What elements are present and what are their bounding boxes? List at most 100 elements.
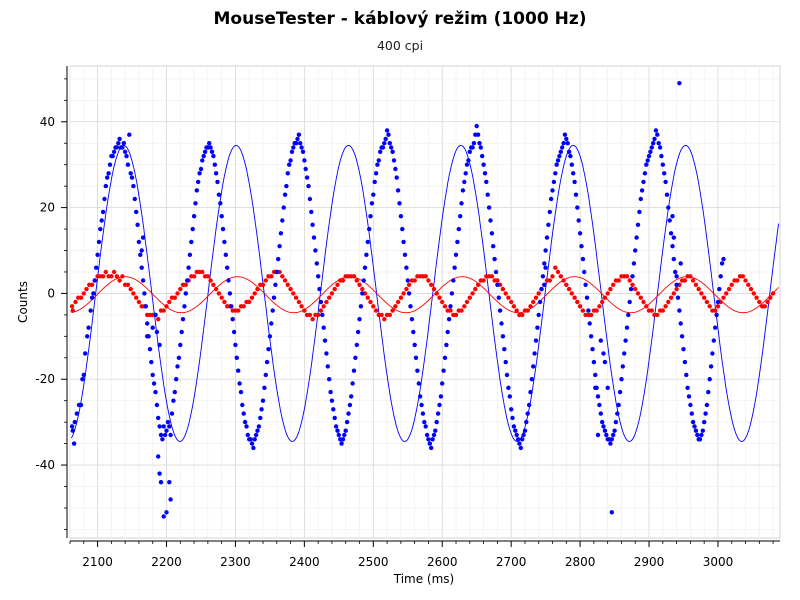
data-point-x — [543, 248, 548, 253]
major-gridlines — [70, 66, 780, 538]
data-point-x — [174, 377, 179, 382]
data-point-x — [310, 222, 315, 227]
data-point-x — [699, 432, 704, 438]
data-point-y — [633, 286, 638, 292]
data-point-x — [442, 355, 448, 360]
data-point-x — [267, 334, 273, 339]
data-point-x — [354, 342, 359, 348]
data-point-y — [627, 278, 632, 283]
data-point-y — [340, 278, 346, 283]
data-point-x — [586, 308, 591, 313]
data-point-y — [70, 308, 76, 313]
data-point-x — [263, 372, 268, 378]
data-point-x — [360, 291, 365, 296]
data-point-y — [431, 286, 437, 292]
data-point-x — [314, 261, 319, 266]
data-point-x — [222, 239, 227, 245]
data-point-x — [434, 419, 439, 425]
data-point-x — [91, 291, 96, 296]
data-point-x — [369, 201, 375, 206]
data-point-x — [233, 342, 238, 348]
data-point-x — [171, 398, 176, 403]
data-point-x — [663, 179, 668, 185]
x-tick-label: 2600 — [427, 555, 458, 569]
data-point-x — [176, 355, 182, 360]
data-point-x — [321, 325, 326, 330]
data-point-y — [310, 317, 315, 322]
data-point-y — [693, 282, 699, 287]
data-point-x — [430, 437, 435, 442]
data-point-x — [140, 235, 146, 240]
data-point-x — [234, 355, 239, 360]
y-tick-label: 40 — [40, 115, 55, 129]
data-point-x — [418, 394, 423, 399]
data-point-y — [423, 274, 428, 279]
x-tick-label: 2700 — [496, 555, 527, 569]
data-point-x — [164, 510, 169, 515]
data-point-x — [167, 424, 172, 429]
data-point-x — [703, 411, 708, 416]
data-point-x — [673, 269, 678, 275]
data-point-x — [342, 432, 347, 438]
data-point-y — [335, 282, 340, 287]
data-point-x — [80, 377, 85, 382]
data-point-y — [500, 286, 506, 292]
data-point-y — [470, 291, 475, 296]
data-point-y — [128, 286, 133, 292]
data-point-y — [307, 312, 313, 318]
data-point-y — [263, 278, 268, 283]
data-point-y — [553, 265, 558, 270]
data-point-x — [641, 179, 646, 185]
data-point-y — [236, 308, 241, 313]
data-point-x — [602, 428, 608, 433]
data-point-y — [751, 291, 756, 296]
data-point-x — [256, 424, 262, 429]
data-point-x — [349, 394, 354, 399]
data-point-x — [662, 171, 667, 176]
data-point-x — [634, 235, 639, 240]
data-point-x — [670, 244, 675, 249]
data-point-x — [226, 278, 231, 283]
data-point-x — [70, 428, 76, 433]
data-point-x — [514, 432, 519, 438]
data-point-x — [664, 192, 670, 197]
data-point-x — [138, 252, 143, 257]
data-point-x — [336, 432, 341, 438]
data-point-x — [677, 308, 682, 313]
data-point-y — [638, 295, 643, 300]
data-point-x — [175, 364, 180, 369]
data-point-x — [259, 407, 264, 412]
data-point-x — [568, 153, 573, 159]
data-point-y — [161, 308, 166, 313]
data-point-x — [187, 252, 193, 257]
data-point-x — [270, 308, 275, 313]
data-point-x — [215, 179, 220, 185]
data-point-x — [565, 141, 570, 146]
data-point-x — [409, 317, 415, 322]
data-point-x — [577, 231, 583, 236]
data-point-y — [605, 291, 610, 296]
x-axis-label: Time (ms) — [393, 572, 455, 586]
data-point-x — [391, 158, 397, 163]
data-point-x — [198, 166, 204, 172]
data-point-y — [81, 291, 87, 296]
data-point-y — [175, 291, 180, 296]
data-point-x — [601, 351, 606, 356]
data-point-x — [389, 145, 394, 150]
data-point-x — [149, 359, 154, 365]
data-point-x — [116, 141, 121, 146]
data-point-x — [161, 514, 166, 519]
data-point-x — [331, 407, 336, 412]
data-point-x — [316, 274, 321, 279]
x-tick-label: 2200 — [151, 555, 182, 569]
data-point-x — [350, 381, 355, 386]
data-point-x — [164, 428, 169, 433]
data-point-x — [147, 347, 153, 352]
data-point-x — [196, 179, 201, 185]
data-point-x — [497, 308, 503, 313]
data-point-x — [401, 239, 406, 245]
data-point-y — [302, 308, 307, 313]
data-point-x — [635, 222, 641, 227]
data-point-y — [216, 291, 222, 296]
data-point-y — [467, 295, 472, 300]
